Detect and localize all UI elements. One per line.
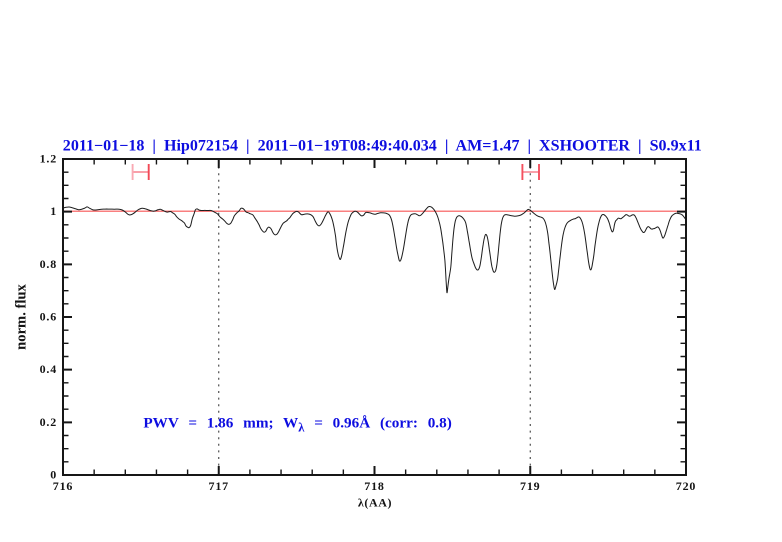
svg-text:norm. flux: norm. flux: [13, 283, 29, 349]
svg-text:1: 1: [50, 204, 57, 218]
svg-text:0.6: 0.6: [40, 310, 57, 324]
svg-text:PWV = 1.86 mm; Wλ = 0.96Å (cor: PWV = 1.86 mm; Wλ = 0.96Å (corr: 0.8): [143, 415, 451, 435]
svg-text:0: 0: [50, 468, 57, 482]
svg-text:0.2: 0.2: [40, 415, 57, 429]
svg-text:716: 716: [53, 479, 73, 493]
svg-text:2011−01−18 | Hip072154 | 2: 2011−01−18 | Hip072154 | 2011−01−19T08:4…: [63, 137, 702, 154]
svg-text:λ(AA): λ(AA): [358, 495, 392, 509]
svg-text:720: 720: [676, 479, 696, 493]
svg-text:0.8: 0.8: [40, 257, 57, 271]
svg-text:719: 719: [520, 479, 540, 493]
svg-text:717: 717: [209, 479, 229, 493]
svg-text:0.4: 0.4: [40, 362, 57, 376]
svg-text:718: 718: [364, 479, 384, 493]
svg-text:1.2: 1.2: [40, 152, 57, 166]
